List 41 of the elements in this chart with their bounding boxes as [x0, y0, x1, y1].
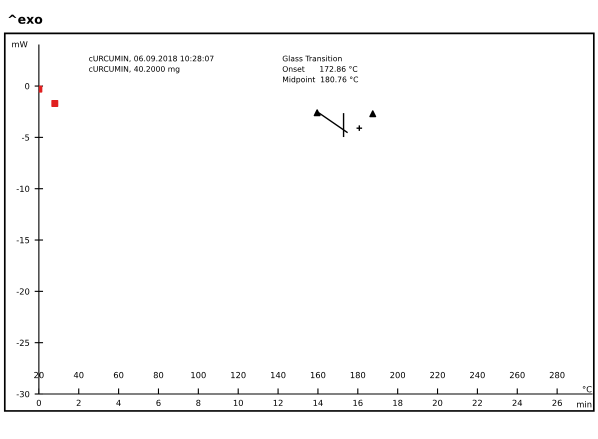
point	[356, 124, 363, 132]
x-tick-label: 280	[550, 372, 565, 378]
y-tick-label: -10	[16, 186, 30, 192]
y-tick-label: -5	[22, 134, 30, 141]
x-tick-label: 120	[231, 372, 246, 378]
y-tick-label: 0	[25, 83, 30, 90]
x-tick-label: 260	[510, 372, 525, 378]
x-tick-label: 200	[390, 372, 406, 378]
x2-tick-label: 26	[552, 400, 562, 406]
x-tick-label: 40	[74, 372, 84, 378]
point	[314, 109, 321, 116]
x-tick-label: 160	[310, 372, 326, 378]
x2-tick-label: 0	[36, 400, 41, 406]
x2-tick-label: 16	[353, 400, 363, 406]
chart-title: ^exo	[8, 14, 42, 24]
x2-axis-title: min	[577, 400, 592, 408]
x2-tick-label: 2	[76, 400, 81, 406]
x-tick-label: 180	[350, 372, 366, 378]
x2-tick-label: 14	[314, 400, 323, 406]
x-tick-label: 60	[114, 372, 124, 378]
x2-tick-label: 6	[156, 400, 161, 406]
x2-tick-label: 18	[393, 400, 402, 406]
x2-tick-label: 20	[432, 400, 442, 406]
y-tick-label: -15	[16, 237, 30, 244]
y-axis-title: mW	[12, 41, 28, 48]
x-tick-label: 80	[154, 372, 164, 378]
x2-tick-label: 12	[274, 400, 283, 406]
x2-tick-label: 10	[234, 400, 243, 406]
y-tick-label: -20	[16, 288, 30, 295]
x2-tick-label: 4	[116, 400, 121, 406]
x-tick-label: 240	[470, 372, 485, 378]
x2-tick-label: 24	[512, 400, 522, 406]
x-axis-title: °C	[582, 386, 592, 392]
x2-tick-label: 8	[196, 400, 200, 406]
x-tick-label: 100	[191, 372, 206, 378]
x-tick-label: 220	[430, 372, 445, 378]
x2-tick-label: 22	[472, 400, 482, 406]
x-tick-label: 140	[271, 372, 286, 378]
point	[369, 110, 376, 118]
y-tick-label: -30	[16, 390, 30, 398]
y-tick-label: -25	[16, 340, 30, 346]
